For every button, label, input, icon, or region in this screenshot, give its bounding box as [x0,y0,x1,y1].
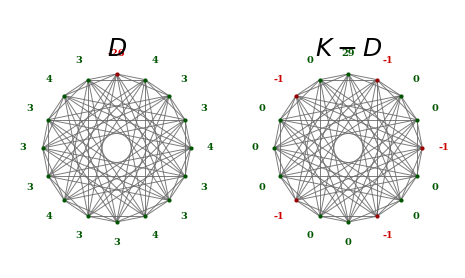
Text: -1: -1 [383,56,393,64]
Text: 4: 4 [207,143,213,152]
Text: 4: 4 [46,212,53,221]
Text: 0: 0 [251,143,258,152]
Text: 3: 3 [75,56,82,64]
Text: 0: 0 [307,56,314,64]
Text: 0: 0 [307,231,314,240]
Text: -1: -1 [274,212,285,221]
Text: 3: 3 [200,105,207,113]
Text: 4: 4 [151,56,158,64]
Text: 0: 0 [432,183,438,192]
Text: -1: -1 [438,143,449,152]
Text: -1: -1 [274,75,285,84]
Text: -26: -26 [108,49,126,58]
Text: 3: 3 [113,238,120,247]
Text: 3: 3 [27,183,33,192]
Text: 4: 4 [151,231,158,240]
Text: 3: 3 [20,143,27,152]
Text: 0: 0 [432,105,438,113]
Text: 3: 3 [200,183,207,192]
Text: 3: 3 [180,75,187,84]
Text: 0: 0 [412,75,419,84]
Text: 4: 4 [46,75,53,84]
Text: 0: 0 [258,105,265,113]
Text: 0: 0 [258,183,265,192]
Text: 29: 29 [342,49,355,58]
Text: $D$: $D$ [106,38,126,61]
Text: 3: 3 [180,212,187,221]
Text: -1: -1 [383,231,393,240]
Text: 3: 3 [27,105,33,113]
Text: 3: 3 [75,231,82,240]
Text: 0: 0 [412,212,419,221]
Text: $K-D$: $K-D$ [315,38,382,61]
Text: 0: 0 [345,238,352,247]
